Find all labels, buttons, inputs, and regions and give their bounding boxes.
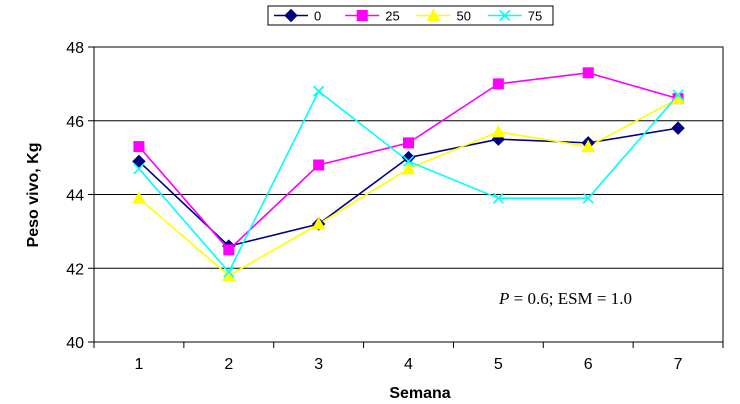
legend-item-25: 25 — [345, 9, 400, 24]
point-75-4 — [402, 155, 415, 167]
x-tick-label-5: 5 — [494, 356, 503, 373]
legend-item-50: 50 — [416, 8, 471, 24]
x-tick-label-1: 1 — [134, 356, 143, 373]
point-75-5 — [492, 192, 504, 204]
point-25-4 — [403, 137, 414, 149]
x-axis-ticks: 1 2 3 4 5 6 7 — [93, 342, 724, 373]
y-axis-title: Peso vivo, Kg — [25, 143, 42, 248]
legend-box — [267, 5, 554, 26]
y-tick-label-42: 42 — [66, 261, 84, 278]
point-50-3 — [311, 216, 326, 230]
legend-item-75: 75 — [487, 9, 542, 24]
point-50-1 — [132, 191, 146, 204]
point-25-6 — [582, 67, 594, 79]
point-75-3 — [313, 85, 325, 97]
legend-marker-25 — [356, 10, 368, 21]
point-25-1 — [133, 141, 145, 153]
legend-label-0: 0 — [314, 9, 321, 24]
point-75-1 — [133, 163, 145, 175]
y-tick-label-44: 44 — [66, 188, 84, 205]
x-axis-title: Semana — [389, 385, 450, 402]
series-lines — [138, 71, 679, 277]
legend-label-25: 25 — [385, 9, 399, 24]
x-tick-label-7: 7 — [674, 356, 683, 373]
legend-label-50: 50 — [457, 9, 471, 24]
stats-annotation: P = 0.6; ESM = 1.0 — [498, 289, 632, 308]
point-50-5 — [491, 124, 506, 138]
series-line-75 — [138, 90, 679, 274]
point-75-6 — [582, 192, 594, 204]
p-symbol: P — [498, 289, 509, 308]
point-0-7 — [671, 121, 685, 135]
point-25-3 — [313, 159, 325, 171]
x-tick-label-4: 4 — [404, 356, 413, 373]
x-tick-label-2: 2 — [224, 356, 233, 373]
x-tick-label-6: 6 — [584, 356, 593, 373]
legend-item-0: 0 — [274, 9, 321, 24]
y-tick-label-48: 48 — [66, 40, 84, 57]
x-tick-label-3: 3 — [314, 356, 323, 373]
point-75-2 — [223, 266, 235, 278]
legend-marker-75 — [499, 9, 511, 22]
legend: 0 25 50 75 — [267, 5, 554, 26]
legend-marker-0 — [284, 8, 298, 23]
legend-marker-50 — [426, 8, 441, 21]
y-tick-label-46: 46 — [66, 114, 84, 131]
point-25-2 — [223, 244, 235, 256]
point-75-7 — [672, 89, 684, 101]
point-0-1 — [132, 154, 146, 169]
y-axis-ticks: 40 42 44 46 48 — [66, 40, 94, 352]
y-tick-label-40: 40 — [66, 335, 84, 352]
legend-label-75: 75 — [528, 9, 542, 24]
gridlines — [94, 120, 723, 269]
point-50-6 — [581, 139, 596, 153]
series-markers — [132, 67, 685, 282]
p-value-text: = 0.6; ESM = 1.0 — [509, 289, 632, 308]
point-25-5 — [492, 78, 504, 90]
point-50-4 — [401, 161, 416, 175]
